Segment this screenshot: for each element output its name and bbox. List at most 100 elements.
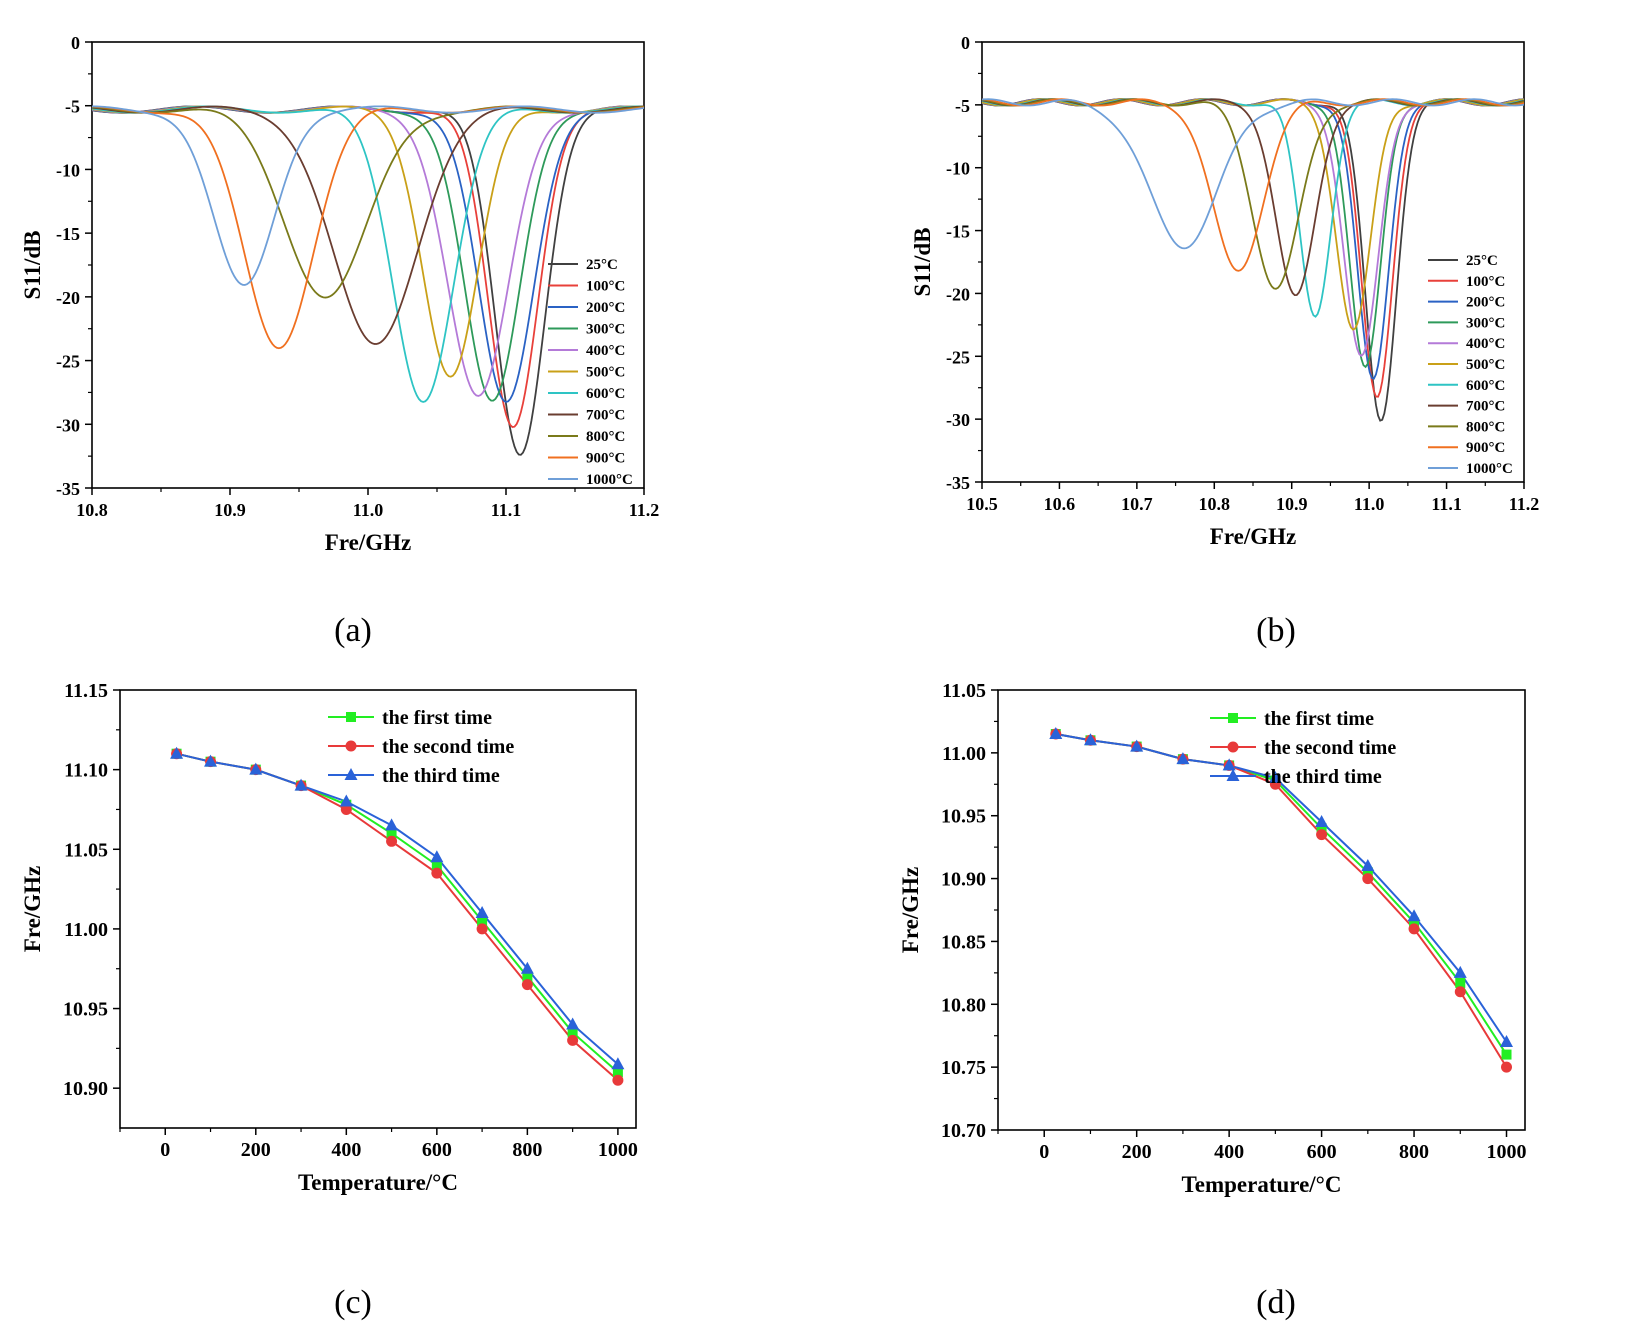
- legend-entry: 600°C: [586, 386, 625, 402]
- data-point: [204, 754, 218, 767]
- plot-area: [170, 746, 625, 1086]
- data-point: [612, 1067, 623, 1078]
- data-point: [522, 971, 533, 982]
- y-tick-label: -25: [946, 347, 970, 367]
- legend-entry: the second time: [382, 736, 514, 758]
- chart-panel-b: 10.5 10.6 10.7 10.8 10.9 11.0 11.1 11.2 0 -5 -10 -1…: [880, 0, 1580, 580]
- data-point: [566, 1017, 580, 1030]
- legend-marker: [345, 740, 357, 752]
- series-line-2: [176, 752, 619, 1066]
- x-tick-label: 400: [1214, 1141, 1244, 1163]
- y-tick-label: 11.10: [64, 760, 108, 782]
- y-tick-label: 10.95: [63, 999, 108, 1021]
- chart-a-svg: 10.8 10.9 11.0 11.1 11.2 0 -5 -10 -15 -20 -25 -30 -3…: [20, 33, 660, 555]
- data-point: [612, 1074, 624, 1086]
- legend-entry: the first time: [382, 707, 492, 729]
- series-line-9: [92, 105, 644, 350]
- chart-panel-a: 10.8 10.9 11.0 11.1 11.2 0 -5 -10 -15 -20 -25 -30 -3…: [0, 0, 700, 580]
- y-axis-label: S11/dB: [20, 230, 45, 299]
- legend-entry: 100°C: [1466, 274, 1505, 290]
- legend-entry: 400°C: [586, 343, 625, 359]
- legend-entry: 1000°C: [1466, 461, 1513, 477]
- x-tick-label: 10.6: [1044, 494, 1076, 514]
- data-point: [249, 762, 263, 775]
- x-tick-label: 11.2: [1509, 494, 1540, 514]
- y-tick-label: 10.90: [941, 869, 986, 891]
- data-point: [1176, 752, 1190, 765]
- caption-c: (c): [334, 1284, 372, 1321]
- data-point: [477, 915, 488, 926]
- data-point: [475, 905, 489, 918]
- y-tick-label: -30: [56, 415, 80, 435]
- series-line-1: [982, 98, 1524, 398]
- data-point: [1501, 1049, 1512, 1060]
- y-tick-label: 10.85: [941, 931, 986, 953]
- chart-panel-d: 0 200 400 600 800 1000 10.70 10.75 10.80 10.85 10.…: [880, 660, 1580, 1220]
- series-line-5: [92, 105, 644, 378]
- y-tick-label: 11.00: [64, 919, 108, 941]
- legend-entry: 500°C: [1466, 357, 1505, 373]
- x-tick-label: 10.9: [214, 500, 246, 520]
- y-tick-label: -15: [56, 224, 80, 244]
- data-point: [1454, 986, 1466, 998]
- legend-entry: the second time: [1264, 737, 1396, 759]
- legend-entry: the third time: [382, 765, 500, 787]
- data-point: [1408, 923, 1420, 935]
- data-point: [339, 794, 353, 807]
- data-point: [1362, 873, 1374, 885]
- data-point: [1049, 727, 1063, 739]
- legend-entry: 700°C: [1466, 399, 1505, 415]
- legend-entry: 700°C: [586, 408, 625, 424]
- series-line-3: [982, 98, 1524, 369]
- series-line-6: [982, 98, 1524, 318]
- legend-entry: 25°C: [586, 257, 618, 273]
- plot-area: [92, 105, 644, 456]
- y-tick-label: -35: [56, 479, 80, 499]
- x-tick-label: 10.8: [76, 500, 108, 520]
- chart-d-svg: 0 200 400 600 800 1000 10.70 10.75 10.80 10.85 10.…: [898, 680, 1527, 1197]
- y-axis-label: Fre/GHz: [20, 866, 45, 952]
- y-tick-label: 11.05: [942, 680, 986, 702]
- y-tick-label: 10.75: [941, 1057, 986, 1079]
- plot-area: [1049, 727, 1514, 1073]
- legend-entry: 200°C: [586, 300, 625, 316]
- data-point: [1316, 829, 1328, 841]
- legend-entry: 400°C: [1466, 336, 1505, 352]
- series-line-8: [982, 98, 1524, 290]
- data-point: [567, 1027, 578, 1038]
- data-point: [567, 1034, 579, 1046]
- plot-frame: [981, 41, 1525, 483]
- y-tick-label: -10: [56, 160, 80, 180]
- data-point: [520, 961, 534, 974]
- x-tick-label: 800: [512, 1139, 542, 1161]
- caption-d: (d): [1256, 1284, 1296, 1321]
- series-line-10: [92, 105, 644, 286]
- y-axis-label: S11/dB: [910, 227, 935, 296]
- series-line-4: [92, 105, 644, 397]
- x-axis-label: Temperature/°C: [1182, 1172, 1342, 1197]
- y-tick-label: 0: [961, 33, 970, 53]
- series-line-10: [982, 98, 1524, 250]
- x-tick-label: 1000: [1487, 1141, 1527, 1163]
- data-point: [476, 923, 488, 935]
- data-point: [1130, 739, 1144, 752]
- legend-marker: [1226, 769, 1240, 781]
- y-axis-label: Fre/GHz: [898, 867, 923, 953]
- series-line-4: [982, 98, 1524, 358]
- x-tick-label: 0: [1039, 1141, 1049, 1163]
- data-point: [1453, 965, 1467, 978]
- data-point: [1500, 1035, 1514, 1047]
- x-tick-label: 11.0: [1354, 494, 1385, 514]
- data-point: [1083, 733, 1097, 746]
- data-point: [1222, 758, 1236, 771]
- series-line-7: [982, 98, 1524, 297]
- caption-b: (b): [1256, 612, 1296, 649]
- legend-marker: [346, 712, 356, 722]
- caption-a: (a): [334, 612, 372, 649]
- y-tick-label: -15: [946, 222, 970, 242]
- x-tick-label: 11.2: [629, 500, 660, 520]
- chart-panel-c: 0 200 400 600 800 1000 10.90 10.95 11.00 11.05 11.…: [0, 660, 700, 1220]
- series-line-2: [982, 98, 1524, 380]
- data-point: [430, 850, 444, 863]
- legend-entry: 25°C: [1466, 253, 1498, 269]
